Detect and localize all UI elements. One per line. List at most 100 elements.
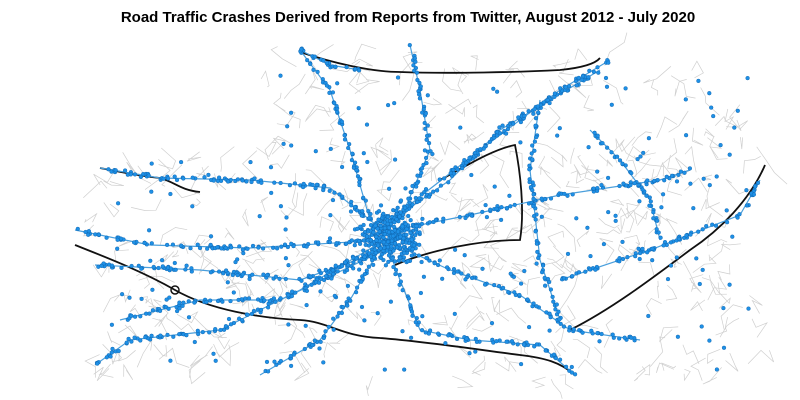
street bbox=[194, 234, 214, 245]
crash-point bbox=[532, 139, 537, 144]
crash-point bbox=[711, 113, 716, 119]
major-road bbox=[569, 164, 766, 331]
street bbox=[93, 366, 110, 382]
crash-point bbox=[164, 297, 169, 302]
street bbox=[620, 209, 638, 229]
street bbox=[123, 289, 131, 303]
crash-point bbox=[361, 151, 366, 156]
crash-point bbox=[364, 122, 370, 127]
street bbox=[270, 46, 297, 68]
crash-point bbox=[635, 157, 640, 162]
crash-point bbox=[426, 331, 431, 336]
crash-point bbox=[128, 172, 133, 177]
crash-point bbox=[593, 267, 598, 272]
crash-point bbox=[398, 210, 403, 215]
crash-point bbox=[292, 181, 297, 186]
crash-point bbox=[353, 160, 358, 165]
street bbox=[330, 150, 346, 166]
crash-point bbox=[251, 308, 256, 314]
crash-point bbox=[557, 126, 562, 131]
street bbox=[487, 254, 504, 271]
street bbox=[269, 304, 286, 320]
crash-point bbox=[644, 193, 649, 198]
street bbox=[319, 216, 334, 232]
crash-point bbox=[86, 229, 91, 234]
street bbox=[186, 151, 202, 162]
street bbox=[550, 379, 563, 399]
crash-point bbox=[601, 242, 606, 247]
street bbox=[420, 157, 438, 183]
crash-point bbox=[362, 318, 367, 323]
crash-point bbox=[397, 272, 402, 277]
crash-point bbox=[179, 160, 184, 165]
crash-point bbox=[211, 178, 216, 183]
crash-point bbox=[651, 210, 656, 215]
crash-point bbox=[197, 245, 203, 251]
street bbox=[720, 304, 743, 330]
street bbox=[402, 51, 418, 71]
crash-point bbox=[184, 263, 189, 268]
crash-point bbox=[330, 198, 336, 203]
crash-point bbox=[420, 314, 425, 319]
crash-point bbox=[647, 203, 652, 208]
crash-point bbox=[417, 196, 422, 201]
crash-point bbox=[326, 324, 331, 329]
crash-point bbox=[165, 242, 170, 247]
street bbox=[570, 147, 575, 164]
crash-point bbox=[355, 285, 360, 290]
street bbox=[470, 55, 479, 71]
crash-point bbox=[491, 86, 496, 91]
street bbox=[531, 376, 546, 389]
crash-point bbox=[398, 255, 403, 260]
crash-point bbox=[459, 271, 464, 276]
crash-point bbox=[548, 287, 553, 292]
crash-point bbox=[623, 86, 628, 91]
crash-point bbox=[374, 234, 379, 239]
crash-point bbox=[387, 186, 392, 191]
crash-point bbox=[699, 324, 704, 329]
crash-point bbox=[533, 217, 538, 222]
crash-point bbox=[406, 196, 411, 201]
crash-point bbox=[281, 141, 286, 146]
street bbox=[98, 363, 114, 378]
street bbox=[638, 261, 667, 277]
crash-point bbox=[504, 339, 509, 344]
street bbox=[309, 85, 325, 91]
crash-point bbox=[150, 308, 155, 313]
crash-point bbox=[278, 358, 283, 364]
street bbox=[559, 272, 579, 311]
crash-point bbox=[346, 263, 351, 268]
street bbox=[577, 155, 601, 172]
crash-point bbox=[304, 303, 309, 308]
crash-point bbox=[418, 290, 423, 296]
crash-point bbox=[628, 183, 633, 188]
crash-point bbox=[348, 298, 353, 303]
crash-point bbox=[409, 253, 414, 258]
crash-point bbox=[366, 243, 371, 248]
crash-point bbox=[405, 259, 410, 264]
street bbox=[136, 339, 153, 368]
crash-point bbox=[287, 183, 292, 188]
crash-point bbox=[460, 166, 465, 171]
crash-point bbox=[591, 69, 596, 74]
crash-point bbox=[302, 346, 307, 352]
crash-point bbox=[446, 333, 451, 338]
crash-point bbox=[597, 339, 602, 344]
crash-point bbox=[446, 180, 451, 185]
major-road bbox=[299, 51, 601, 74]
street bbox=[472, 184, 489, 207]
crash-point bbox=[576, 75, 581, 80]
crash-point bbox=[156, 265, 161, 271]
crash-point bbox=[455, 269, 460, 274]
street bbox=[598, 217, 620, 229]
crash-point bbox=[357, 267, 362, 272]
crash-point bbox=[352, 243, 357, 248]
crash-point bbox=[625, 255, 630, 260]
crash-point bbox=[595, 169, 600, 174]
crash-point bbox=[108, 354, 113, 359]
crash-point bbox=[609, 102, 614, 107]
crash-point bbox=[443, 341, 448, 346]
street bbox=[631, 131, 652, 146]
crash-point bbox=[469, 172, 474, 178]
street bbox=[510, 263, 528, 274]
